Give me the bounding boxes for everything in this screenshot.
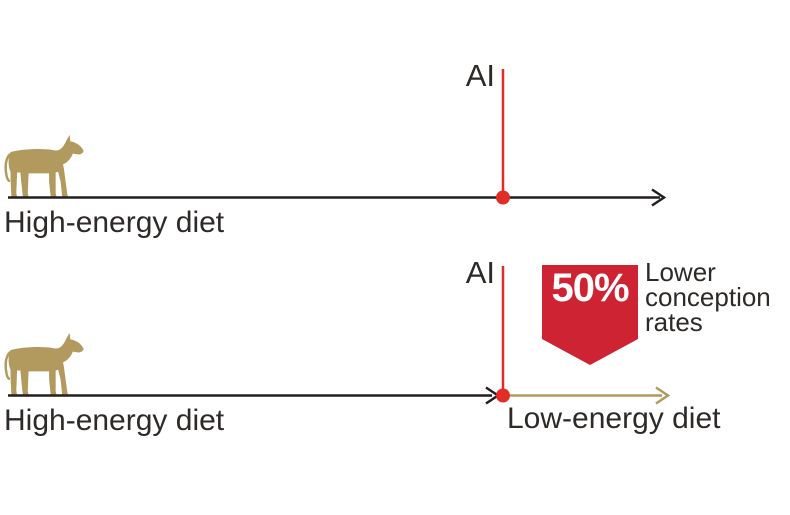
badge-percent-value: 50% xyxy=(551,266,629,310)
arrowhead-icon xyxy=(655,386,671,405)
conception-rate-callout: Lower conception rates xyxy=(645,257,771,337)
ai-label-top: AI xyxy=(465,58,495,93)
callout-line: rates xyxy=(645,307,703,337)
ai-marker-dot-top xyxy=(496,190,510,205)
callout-line: Lower xyxy=(645,257,716,287)
high-energy-diet-label-top: High-energy diet xyxy=(4,206,225,239)
arrowhead-icon xyxy=(651,188,667,207)
high-energy-diet-label-bottom: High-energy diet xyxy=(4,404,225,437)
low-energy-diet-label: Low-energy diet xyxy=(507,402,721,435)
ai-marker-dot-bottom xyxy=(496,388,510,403)
cow-icon xyxy=(4,133,85,199)
ai-label-bottom: AI xyxy=(465,255,495,290)
cow-icon xyxy=(4,331,85,397)
callout-line: conception xyxy=(645,282,771,312)
